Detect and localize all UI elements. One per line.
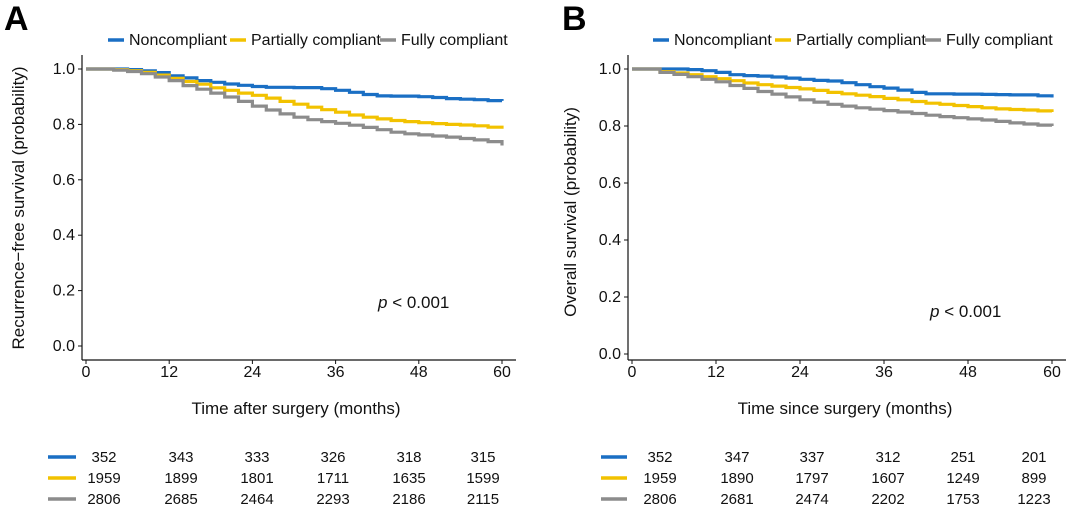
panel-b-risk-cell-partially-compliant: 1797 (795, 470, 828, 487)
panel-b-legend-label-noncompliant: Noncompliant (674, 32, 772, 49)
panel-a-p-rest: < 0.001 (387, 293, 449, 312)
panel-b-risk-cell-partially-compliant: 1890 (720, 470, 753, 487)
panel-b-risk-cell-noncompliant: 201 (1021, 449, 1046, 466)
panel-b-y-tick-label: 1.0 (599, 61, 621, 78)
panel-b-risk-cell-partially-compliant: 1249 (946, 470, 979, 487)
panel-b-x-tick-label: 12 (707, 364, 725, 381)
panel-a-y-tick-label: 1.0 (53, 61, 75, 78)
panel-a-risk-cell-fully-compliant: 2464 (240, 491, 273, 508)
panel-b-risk-cell-partially-compliant: 1607 (871, 470, 904, 487)
panel-b-risk-cell-fully-compliant: 1223 (1017, 491, 1050, 508)
panel-b-risk-cell-fully-compliant: 1753 (946, 491, 979, 508)
panel-a-risk-cell-partially-compliant: 1801 (240, 470, 273, 487)
panel-b-y-tick-label: 0.0 (599, 346, 621, 363)
panel-a-risk-cell-noncompliant: 318 (396, 449, 421, 466)
panel-b-risk-cell-noncompliant: 347 (724, 449, 749, 466)
panel-b-y-tick-label: 0.6 (599, 175, 621, 192)
panel-b-risk-cell-fully-compliant: 2474 (795, 491, 828, 508)
panel-a-risk-cell-partially-compliant: 1899 (164, 470, 197, 487)
panel-b-risk-cell-partially-compliant: 1959 (643, 470, 676, 487)
panel-a-y-tick-label: 0.2 (53, 283, 75, 300)
panel-a-risk-cell-noncompliant: 333 (244, 449, 269, 466)
panel-b-x-axis-title: Time since surgery (months) (738, 399, 953, 418)
panel-a-risk-cell-noncompliant: 352 (91, 449, 116, 466)
panel-b-x-tick-label: 24 (791, 364, 809, 381)
panel-a-x-axis-title: Time after surgery (months) (191, 399, 400, 418)
panel-b-series-noncompliant (632, 67, 1054, 98)
panel-b-risk-cell-noncompliant: 352 (647, 449, 672, 466)
panel-a-risk-cell-partially-compliant: 1635 (392, 470, 425, 487)
panel-a-risk-cell-fully-compliant: 2186 (392, 491, 425, 508)
panel-a-legend-label-noncompliant: Noncompliant (129, 32, 227, 49)
panel-a-x-tick-label: 36 (327, 364, 345, 381)
panel-b-series-fully-compliant (632, 67, 1054, 127)
panel-b-x-tick-label: 48 (959, 364, 977, 381)
panel-a-series-fully-compliant (86, 67, 504, 146)
panel-b-letter: B (562, 0, 587, 38)
panel-a-risk-cell-noncompliant: 326 (320, 449, 345, 466)
panel-b-risk-cell-noncompliant: 312 (875, 449, 900, 466)
panel-b-risk-cell-fully-compliant: 2202 (871, 491, 904, 508)
panel-a-risk-cell-partially-compliant: 1711 (317, 470, 349, 487)
panel-b-y-tick-label: 0.8 (599, 118, 621, 135)
panel-b-x-tick-label: 60 (1043, 364, 1061, 381)
panel-a-x-tick-label: 48 (410, 364, 428, 381)
panel-a-x-tick-label: 0 (82, 364, 91, 381)
panel-a-risk-cell-partially-compliant: 1599 (466, 470, 499, 487)
panel-b-p-symbol: p (929, 302, 939, 321)
panel-a-risk-cell-fully-compliant: 2806 (87, 491, 120, 508)
panel-b-y-tick-label: 0.4 (599, 232, 621, 249)
panel-b-legend-label-fully-compliant: Fully compliant (946, 32, 1053, 49)
panel-b-risk-cell-noncompliant: 251 (950, 449, 975, 466)
panel-a-y-tick-label: 0.8 (53, 116, 75, 133)
panel-b-y-axis-title: Overall survival (probability) (561, 107, 580, 317)
panel-a-y-tick-label: 0.4 (53, 227, 75, 244)
panel-a-x-tick-label: 60 (493, 364, 511, 381)
panel-a-x-tick-label: 24 (244, 364, 262, 381)
panel-b: B Overall survival (probability) Time si… (561, 0, 1066, 508)
panel-a-risk-cell-partially-compliant: 1959 (87, 470, 120, 487)
panel-a-legend-label-partially-compliant: Partially compliant (251, 32, 381, 49)
panel-b-x-tick-label: 0 (628, 364, 637, 381)
panel-a-risk-cell-noncompliant: 315 (470, 449, 495, 466)
panel-a-y-tick-label: 0.0 (53, 338, 75, 355)
panel-a-legend-label-fully-compliant: Fully compliant (401, 32, 508, 49)
panel-b-x-tick-label: 36 (875, 364, 893, 381)
panel-a-p-value: p < 0.001 (377, 293, 449, 312)
panel-a-risk-cell-noncompliant: 343 (168, 449, 193, 466)
panel-a-x-tick-label: 12 (160, 364, 178, 381)
panel-b-p-value: p < 0.001 (929, 302, 1001, 321)
panel-a-risk-cell-fully-compliant: 2115 (467, 491, 499, 508)
panel-a-p-symbol: p (377, 293, 387, 312)
panel-a-letter: A (4, 0, 29, 38)
panel-a-y-tick-label: 0.6 (53, 172, 75, 189)
panel-b-risk-cell-fully-compliant: 2681 (720, 491, 753, 508)
panel-a-y-axis-title: Recurrence−free survival (probability) (9, 67, 28, 350)
panel-a-risk-cell-fully-compliant: 2685 (164, 491, 197, 508)
panel-b-legend-label-partially-compliant: Partially compliant (796, 32, 926, 49)
panel-b-p-rest: < 0.001 (939, 302, 1001, 321)
panel-b-risk-cell-fully-compliant: 2806 (643, 491, 676, 508)
panel-b-y-tick-label: 0.2 (599, 289, 621, 306)
panel-b-risk-cell-noncompliant: 337 (799, 449, 824, 466)
panel-a-risk-cell-fully-compliant: 2293 (316, 491, 349, 508)
panel-a: A Recurrence−free survival (probability)… (4, 0, 516, 508)
panel-b-risk-cell-partially-compliant: 899 (1021, 470, 1046, 487)
